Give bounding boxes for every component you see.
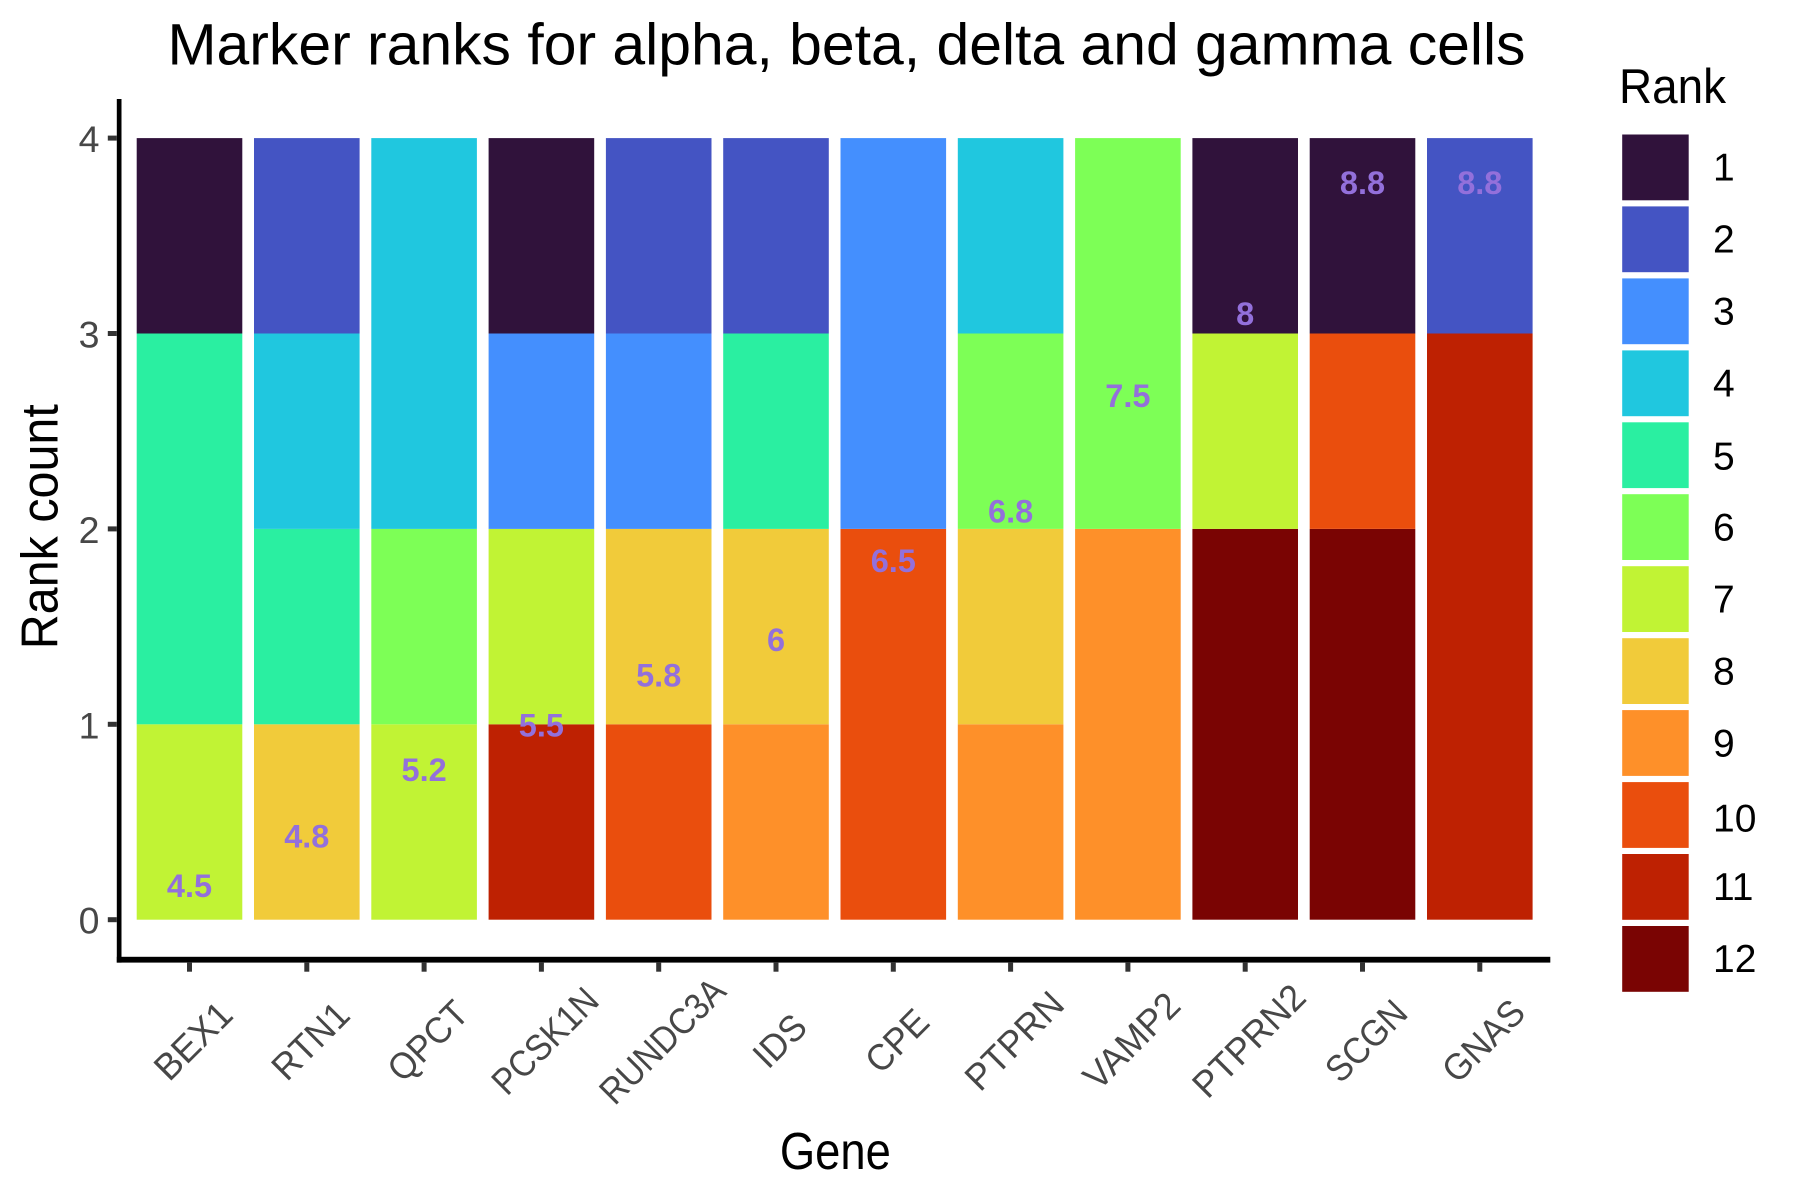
svg-text:Marker ranks for alpha, beta,: Marker ranks for alpha, beta, delta and … xyxy=(168,13,1526,78)
svg-text:7: 7 xyxy=(1713,578,1735,621)
svg-text:2: 2 xyxy=(79,509,100,551)
svg-text:3: 3 xyxy=(1713,291,1735,334)
svg-text:5.2: 5.2 xyxy=(402,752,447,788)
svg-text:6: 6 xyxy=(1713,506,1735,549)
svg-text:4.8: 4.8 xyxy=(284,819,329,855)
svg-text:4: 4 xyxy=(79,118,100,160)
svg-text:3: 3 xyxy=(79,314,100,356)
svg-text:2: 2 xyxy=(1713,219,1735,262)
svg-text:8: 8 xyxy=(1713,650,1735,693)
svg-text:0: 0 xyxy=(79,900,100,942)
svg-text:9: 9 xyxy=(1713,722,1735,765)
svg-text:12: 12 xyxy=(1713,938,1756,981)
svg-text:10: 10 xyxy=(1713,798,1756,841)
svg-text:4.5: 4.5 xyxy=(167,868,212,904)
svg-text:5.5: 5.5 xyxy=(519,707,564,743)
svg-text:Rank: Rank xyxy=(1619,60,1726,114)
svg-text:8: 8 xyxy=(1236,296,1254,332)
svg-text:4: 4 xyxy=(1713,363,1735,406)
svg-text:5.8: 5.8 xyxy=(636,657,681,693)
svg-text:Rank count: Rank count xyxy=(11,404,69,649)
svg-text:11: 11 xyxy=(1713,866,1754,909)
svg-text:6: 6 xyxy=(767,622,785,658)
svg-text:1: 1 xyxy=(79,704,100,746)
svg-text:6.5: 6.5 xyxy=(871,543,916,579)
svg-text:5: 5 xyxy=(1713,436,1735,479)
svg-text:6.8: 6.8 xyxy=(988,493,1033,529)
svg-text:8.8: 8.8 xyxy=(1340,165,1385,201)
svg-text:1: 1 xyxy=(1713,147,1735,190)
svg-text:8.8: 8.8 xyxy=(1457,165,1502,201)
svg-text:7.5: 7.5 xyxy=(1105,378,1150,414)
svg-text:Gene: Gene xyxy=(780,1122,891,1180)
